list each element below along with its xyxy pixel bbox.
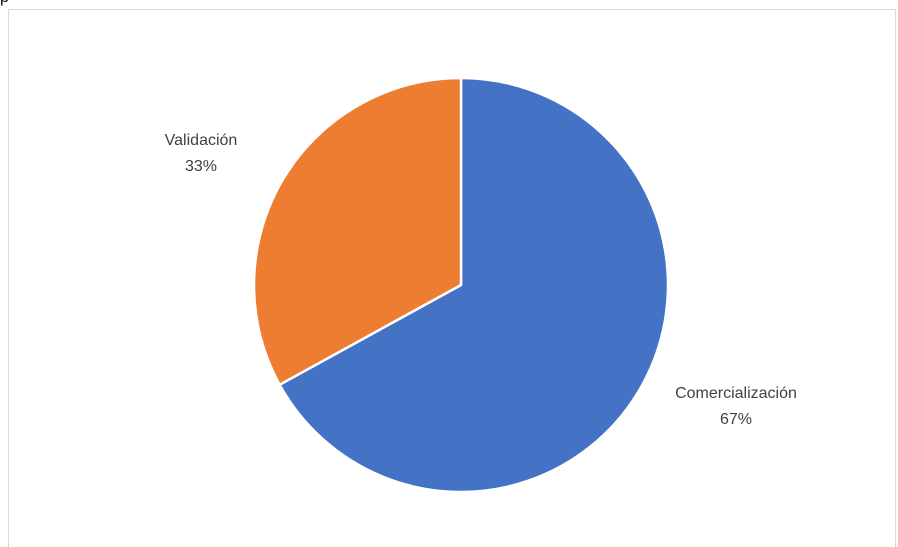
chart-frame: Comercialización 67% Validación 33% — [8, 9, 896, 547]
data-label-comercializacion: Comercialización 67% — [675, 385, 797, 428]
data-label-value: 67% — [720, 411, 752, 428]
data-label-validacion: Validación 33% — [165, 132, 238, 175]
data-label-name: Comercialización — [675, 385, 797, 402]
data-label-name: Validación — [165, 132, 238, 149]
pie-slice-comercializacion — [278, 76, 670, 494]
pie-slice-validacion — [252, 76, 463, 386]
document-text-fragment: p — [0, 0, 9, 8]
pie-chart: Comercialización 67% Validación 33% — [165, 76, 797, 494]
data-label-value: 33% — [185, 158, 217, 175]
